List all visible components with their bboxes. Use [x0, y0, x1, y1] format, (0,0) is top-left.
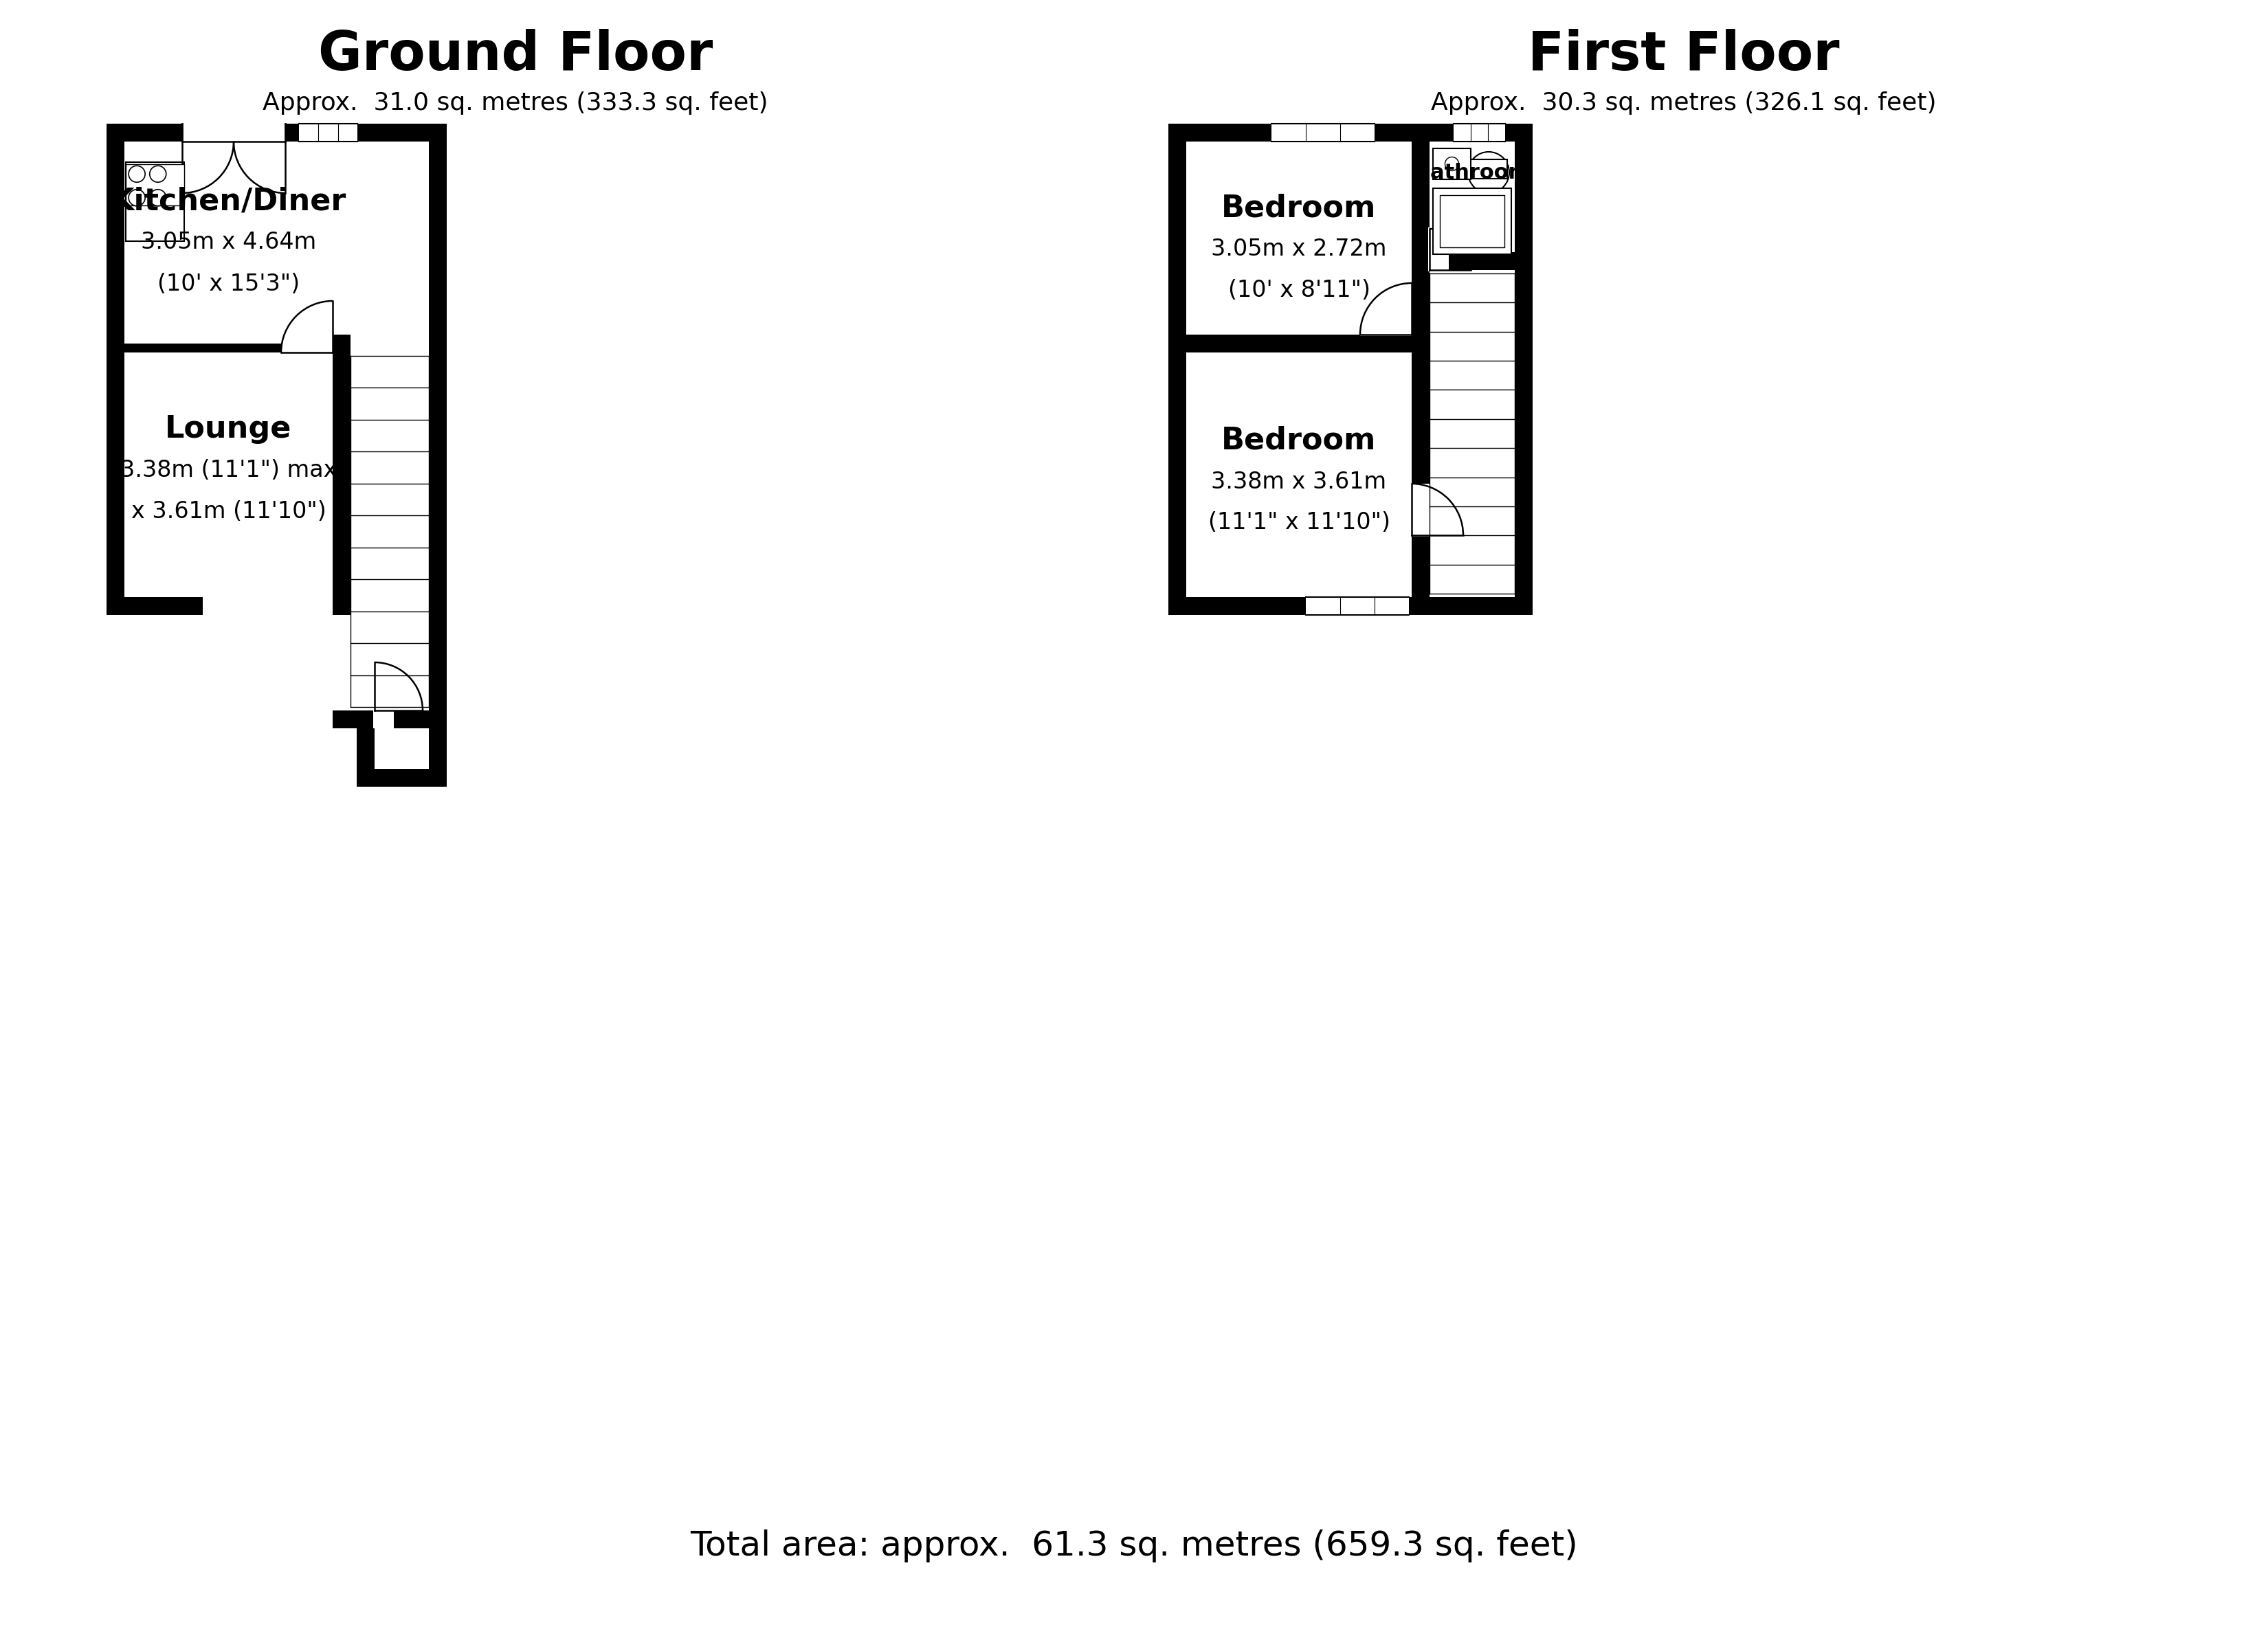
Bar — [107, 124, 447, 142]
Bar — [107, 597, 202, 615]
Text: Approx.  31.0 sq. metres (333.3 sq. feet): Approx. 31.0 sq. metres (333.3 sq. feet) — [263, 91, 769, 115]
Bar — [1168, 124, 1186, 615]
Bar — [1186, 335, 1429, 353]
Bar — [1433, 148, 1470, 180]
Bar — [125, 353, 333, 597]
Text: Bathroom: Bathroom — [1415, 163, 1531, 183]
Circle shape — [1467, 152, 1508, 193]
Bar — [352, 343, 429, 711]
Circle shape — [1445, 157, 1458, 171]
Bar — [1361, 315, 1411, 336]
Bar — [1411, 124, 1429, 615]
Bar — [125, 162, 184, 241]
Text: 3.05m x 4.64m: 3.05m x 4.64m — [141, 231, 315, 254]
Text: x 3.61m (11'10"): x 3.61m (11'10") — [132, 500, 327, 523]
Text: Bedroom: Bedroom — [1222, 425, 1377, 455]
Bar — [429, 729, 447, 787]
Text: (11'1" x 11'10"): (11'1" x 11'10") — [1209, 511, 1390, 534]
Bar — [125, 142, 333, 343]
Bar — [1440, 195, 1504, 247]
Bar — [1306, 597, 1408, 615]
Circle shape — [129, 167, 145, 183]
Bar — [429, 124, 447, 615]
Text: 3.38m x 3.61m: 3.38m x 3.61m — [1211, 470, 1386, 493]
Circle shape — [129, 190, 145, 206]
Text: (10' x 8'11"): (10' x 8'11") — [1227, 279, 1370, 302]
Text: Lounge: Lounge — [166, 414, 293, 444]
Text: Kitchen/Diner: Kitchen/Diner — [111, 186, 347, 216]
Bar — [1168, 597, 1533, 615]
Bar — [1429, 228, 1449, 272]
Bar — [1454, 124, 1506, 142]
Text: Bedroom: Bedroom — [1222, 193, 1377, 223]
Bar — [356, 729, 374, 787]
Bar — [333, 335, 352, 615]
Circle shape — [150, 167, 166, 183]
Text: (10' x 15'3"): (10' x 15'3") — [156, 272, 299, 295]
Text: Total area: approx.  61.3 sq. metres (659.3 sq. feet): Total area: approx. 61.3 sq. metres (659… — [689, 1530, 1579, 1563]
Bar — [125, 335, 352, 353]
Bar — [1411, 483, 1431, 536]
Bar — [107, 124, 125, 615]
Bar — [429, 615, 447, 729]
Bar — [356, 768, 447, 787]
Bar — [281, 333, 333, 355]
Bar — [1470, 160, 1508, 178]
Bar — [181, 122, 286, 143]
Text: First Floor: First Floor — [1529, 28, 1839, 81]
Bar — [374, 711, 395, 729]
Bar — [374, 729, 429, 768]
Bar — [1515, 124, 1533, 615]
Text: 3.38m (11'1") max: 3.38m (11'1") max — [120, 458, 338, 482]
Text: 3.05m x 2.72m: 3.05m x 2.72m — [1211, 237, 1386, 261]
Bar — [1168, 124, 1533, 142]
Bar — [1433, 188, 1510, 254]
Bar — [1272, 124, 1374, 142]
Text: Ground Floor: Ground Floor — [318, 28, 712, 81]
Bar — [299, 124, 358, 142]
Bar — [1429, 252, 1515, 270]
Text: Approx.  30.3 sq. metres (326.1 sq. feet): Approx. 30.3 sq. metres (326.1 sq. feet) — [1431, 91, 1937, 115]
Bar — [125, 165, 184, 206]
Bar — [333, 711, 447, 729]
Circle shape — [150, 190, 166, 206]
